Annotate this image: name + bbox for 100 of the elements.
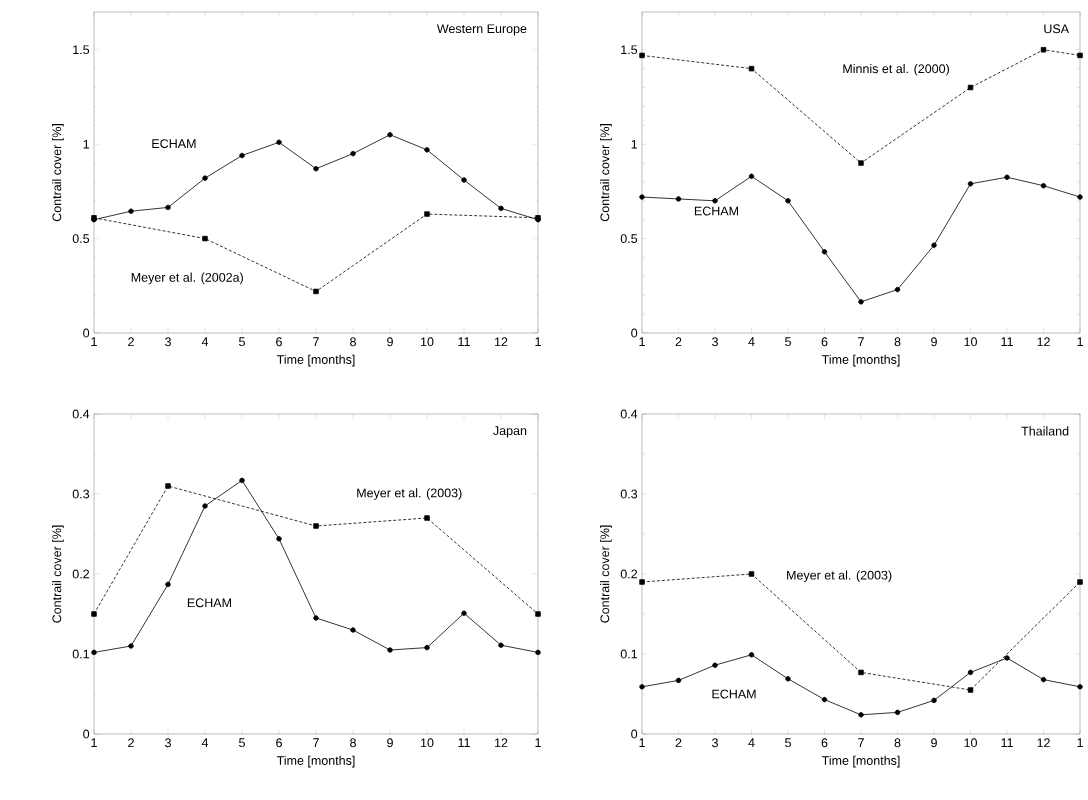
x-tick-label: 8 bbox=[350, 738, 356, 748]
point bbox=[639, 684, 645, 690]
point bbox=[748, 65, 755, 72]
point bbox=[967, 181, 974, 187]
x-tick-label: 2 bbox=[675, 738, 682, 748]
x-tick-label: 2 bbox=[128, 738, 134, 748]
point bbox=[313, 523, 319, 529]
x-tick-label: 7 bbox=[313, 337, 319, 346]
y-axis-title: Contrail cover [%] bbox=[600, 124, 612, 222]
point bbox=[1040, 183, 1047, 189]
x-tick-label: 8 bbox=[350, 337, 356, 347]
point bbox=[202, 175, 208, 181]
point bbox=[931, 697, 937, 704]
point bbox=[858, 299, 864, 305]
x-tick-label: 4 bbox=[201, 738, 209, 747]
point bbox=[239, 152, 245, 159]
point bbox=[350, 150, 356, 157]
point bbox=[967, 687, 974, 693]
text: ECHAM bbox=[152, 139, 196, 149]
x-tick-label: 1 bbox=[535, 738, 541, 747]
point bbox=[675, 196, 682, 202]
x-tick-label: 12 bbox=[1037, 738, 1050, 748]
y-tick-label: 0.4 bbox=[72, 409, 90, 419]
x-tick-label: 7 bbox=[858, 738, 864, 747]
x-axis-title: Time [months] bbox=[821, 755, 900, 768]
y-tick-label: 1.5 bbox=[621, 45, 638, 55]
point bbox=[821, 696, 828, 703]
point bbox=[498, 205, 504, 212]
x-tick-label: 6 bbox=[821, 738, 828, 748]
x-tick-label: 12 bbox=[495, 337, 508, 347]
point bbox=[1077, 194, 1083, 200]
text: Western Europe bbox=[436, 24, 527, 36]
point bbox=[313, 288, 319, 295]
point bbox=[858, 712, 864, 718]
point bbox=[387, 132, 393, 138]
point bbox=[424, 515, 430, 521]
text: Japan bbox=[493, 426, 527, 438]
y-tick-label: 0 bbox=[631, 328, 638, 338]
y-axis-title: Contrail cover [%] bbox=[600, 525, 612, 623]
y-tick-label: 0.2 bbox=[620, 569, 638, 579]
point bbox=[785, 198, 791, 204]
x-tick-label: 4 bbox=[748, 738, 755, 747]
x-axis-title: Time [months] bbox=[276, 354, 355, 367]
point bbox=[858, 669, 864, 676]
point bbox=[785, 676, 791, 682]
point bbox=[639, 194, 645, 200]
y-tick-label: 0.2 bbox=[72, 569, 90, 579]
x-tick-label: 2 bbox=[675, 337, 682, 347]
x-tick-label: 4 bbox=[748, 337, 755, 346]
point bbox=[675, 677, 682, 684]
point bbox=[91, 649, 97, 656]
point bbox=[535, 649, 541, 656]
y-axis-title: Contrail cover [%] bbox=[52, 525, 64, 623]
y-tick-label: 0.5 bbox=[72, 234, 90, 244]
x-tick-label: 12 bbox=[1037, 337, 1050, 347]
y-tick-label: 0.1 bbox=[620, 649, 638, 659]
x-tick-label: 1 bbox=[639, 738, 645, 747]
point bbox=[712, 662, 718, 668]
x-tick-label: 3 bbox=[712, 738, 718, 748]
x-tick-label: 10 bbox=[964, 738, 977, 748]
point bbox=[128, 208, 134, 214]
point bbox=[931, 242, 937, 248]
x-tick-label: 1 bbox=[91, 738, 97, 747]
x-tick-label: 6 bbox=[276, 738, 282, 748]
y-axis-title: Contrail cover [%] bbox=[52, 124, 64, 222]
point bbox=[748, 173, 755, 179]
x-tick-label: 11 bbox=[458, 337, 470, 346]
point bbox=[350, 627, 356, 633]
y-tick-label: 0 bbox=[83, 328, 90, 338]
x-tick-label: 8 bbox=[894, 337, 901, 347]
point bbox=[239, 477, 245, 484]
point bbox=[128, 643, 134, 649]
point bbox=[535, 611, 541, 617]
point bbox=[639, 52, 645, 59]
x-tick-label: 9 bbox=[387, 738, 393, 748]
point bbox=[202, 235, 208, 242]
y-tick-label: 0.1 bbox=[72, 649, 90, 659]
series-label: ECHAM bbox=[187, 598, 231, 608]
point bbox=[1077, 684, 1083, 690]
x-tick-label: 9 bbox=[931, 337, 937, 347]
x-axis-title: Time [months] bbox=[276, 755, 355, 768]
x-tick-label: 9 bbox=[931, 738, 937, 748]
y-tick-label: 1.5 bbox=[73, 45, 90, 55]
x-tick-label: 11 bbox=[458, 738, 470, 747]
point bbox=[894, 286, 901, 293]
point bbox=[313, 166, 319, 172]
point bbox=[498, 642, 504, 648]
series-label: ECHAM bbox=[712, 689, 756, 699]
point bbox=[461, 177, 467, 183]
point bbox=[165, 483, 171, 489]
point bbox=[313, 615, 319, 621]
series-label: Meyer et al. (2002a) bbox=[131, 272, 243, 285]
x-tick-label: 4 bbox=[201, 337, 209, 346]
point bbox=[91, 611, 97, 617]
point bbox=[202, 503, 208, 509]
point bbox=[276, 139, 282, 145]
point bbox=[387, 647, 393, 653]
point bbox=[424, 211, 430, 217]
y-tick-label: 0 bbox=[83, 729, 90, 739]
x-tick-label: 3 bbox=[712, 337, 718, 347]
